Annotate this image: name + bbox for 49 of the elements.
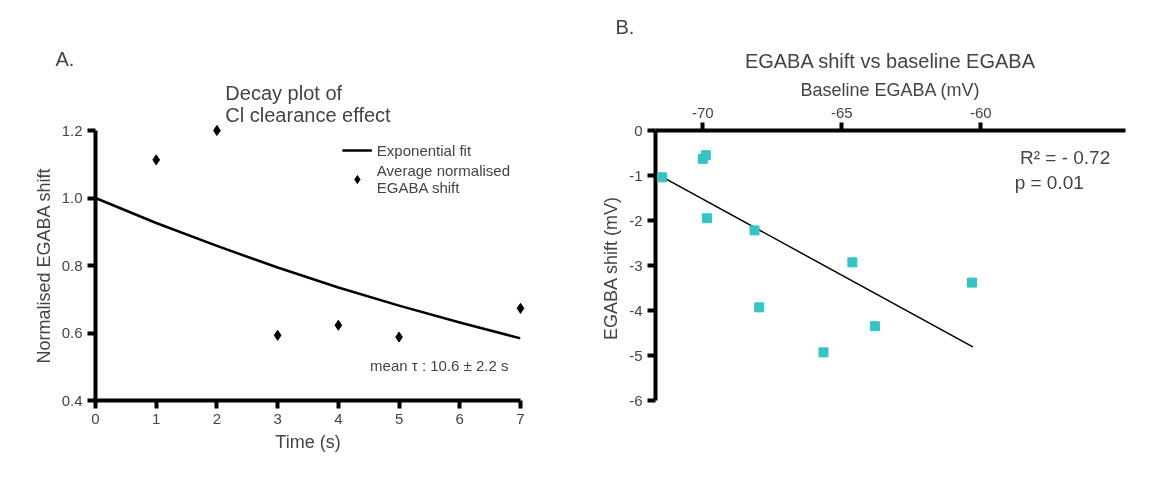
point [657,172,668,183]
point [701,213,712,224]
point [152,154,161,166]
chart-title: EGABA shift vs baseline EGABA [744,49,1036,72]
annotation: p = 0.01 [1014,171,1084,193]
chart-title: Decay plot of Cl clearance effect [225,81,392,126]
point [818,347,829,358]
x-tick-label: 0 [91,409,100,427]
point [869,321,880,332]
point [754,302,765,313]
point [749,225,760,236]
text: B. [615,15,635,38]
y-tick-label: -6 [629,391,643,409]
point [213,125,221,136]
y-tick-label: -5 [629,346,643,364]
x-tick-label: 1 [152,409,161,427]
y-tick-label: 0.4 [61,391,83,409]
y-tick-label: 1.0 [61,189,83,206]
y-tick-label: -3 [629,256,643,274]
annotation: R² = - 0.72 [1019,147,1111,169]
annotation: mean τ : 10.6 ± 2.2 s [370,356,509,374]
legend-label: Exponential fit [376,141,472,159]
x-tick-label: -70 [691,103,714,121]
y-tick-label: 0.6 [61,324,83,341]
y-tick-label: -1 [629,166,643,184]
y-tick-label: 0 [634,121,643,139]
x-tick-label: 5 [394,409,404,427]
point [966,277,977,288]
y-tick-label: -4 [629,301,643,319]
point [273,329,282,341]
x-tick-label: -65 [830,103,853,121]
legend-label: Average normalised EGABA shift [376,162,510,196]
x-tick-label: 7 [516,409,525,427]
text: A. [55,47,75,70]
point [847,257,858,268]
x-tick-label: -60 [970,103,992,121]
y-tick-label: -2 [629,211,643,229]
y-axis-title: Normalised EGABA shift [33,168,54,364]
x-tick-label: 2 [212,409,222,427]
x-tick-label: 6 [455,409,464,427]
x-tick-label: 3 [273,409,282,427]
y-tick-label: 1.2 [61,121,83,139]
y-axis-title: EGABA shift (mV) [601,196,622,341]
point [516,302,525,314]
x-axis-title: Time (s) [275,431,341,452]
x-tick-label: 4 [334,409,343,427]
x-axis-title: Baseline EGABA (mV) [800,79,980,100]
point [334,319,343,331]
y-tick-label: 0.8 [61,256,83,274]
